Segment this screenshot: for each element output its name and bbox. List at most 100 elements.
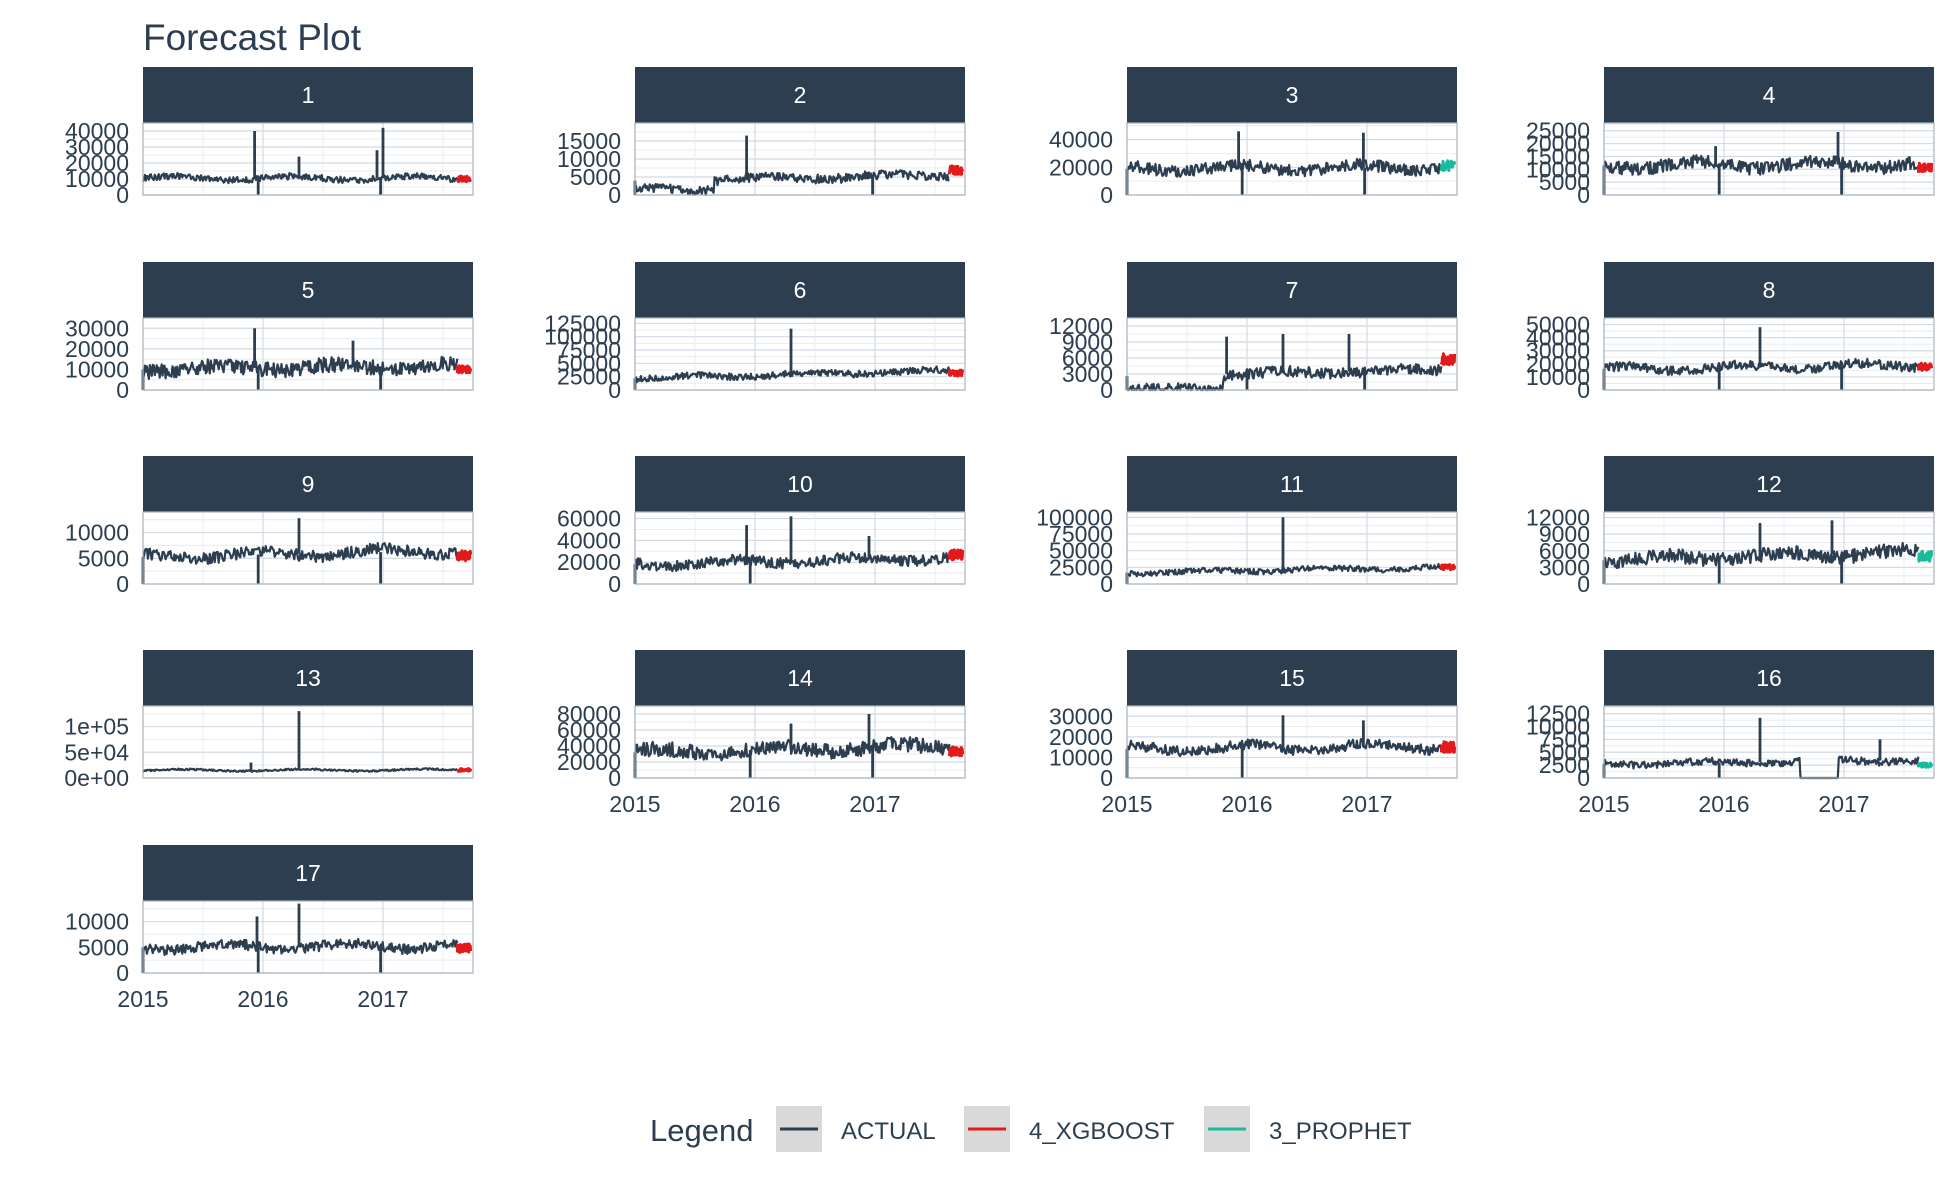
facet-strip-label: 7 bbox=[1286, 277, 1299, 303]
y-tick-label: 0 bbox=[1577, 377, 1590, 403]
forecast-series-line bbox=[455, 174, 472, 184]
legend-entry: 3_PROPHET bbox=[1204, 1106, 1412, 1152]
y-tick-label: 20000 bbox=[65, 150, 129, 176]
facet-strip-label: 9 bbox=[302, 471, 315, 497]
y-tick-label: 20000 bbox=[557, 549, 621, 575]
y-tick-label: 50000 bbox=[1526, 312, 1590, 338]
panel-border bbox=[1603, 705, 1935, 779]
y-tick-label: 0 bbox=[1100, 571, 1113, 597]
y-tick-label: 0 bbox=[608, 182, 621, 208]
y-tick-label: 1e+05 bbox=[64, 714, 129, 740]
facet-strip-label: 2 bbox=[794, 82, 807, 108]
y-tick-label: 15000 bbox=[557, 128, 621, 154]
y-tick-label: 30000 bbox=[1526, 338, 1590, 364]
facet-strip-label: 10 bbox=[787, 471, 813, 497]
y-tick-label: 0 bbox=[1100, 182, 1113, 208]
legend-entry: 4_XGBOOST bbox=[964, 1106, 1175, 1152]
facet-strip bbox=[635, 650, 965, 706]
y-tick-label: 10000 bbox=[65, 520, 129, 546]
facet-strip-label: 17 bbox=[295, 860, 321, 886]
y-tick-label: 10000 bbox=[65, 166, 129, 192]
y-tick-label: 6000 bbox=[1539, 538, 1590, 564]
actual-series-line bbox=[141, 355, 459, 380]
facet-strip-label: 11 bbox=[1280, 471, 1304, 497]
forecast-series-line bbox=[455, 942, 473, 954]
facet-strip bbox=[1604, 67, 1934, 123]
y-tick-label: 50000 bbox=[557, 350, 621, 376]
forecast-series-line bbox=[1439, 159, 1457, 173]
facet-strip bbox=[143, 262, 473, 318]
y-tick-label: 0 bbox=[116, 571, 129, 597]
forecast-series-line bbox=[1917, 549, 1934, 563]
y-tick-label: 0 bbox=[1577, 765, 1590, 791]
panel-border bbox=[1126, 317, 1458, 391]
forecast-series-line bbox=[1916, 161, 1934, 174]
y-tick-label: 10000 bbox=[1526, 156, 1590, 182]
y-tick-label: 40000 bbox=[1049, 127, 1113, 153]
chart-title: Forecast Plot bbox=[143, 17, 362, 58]
x-tick-label: 2017 bbox=[849, 791, 900, 817]
y-tick-label: 100000 bbox=[544, 324, 621, 350]
x-tick-label: 2015 bbox=[1101, 791, 1152, 817]
facet-strip-label: 1 bbox=[302, 82, 315, 108]
forecast-series-line bbox=[456, 767, 473, 773]
facet-strip bbox=[1604, 262, 1934, 318]
y-tick-label: 10000 bbox=[1049, 744, 1113, 770]
forecast-series-line bbox=[1916, 761, 1934, 769]
legend-label: 4_XGBOOST bbox=[1029, 1118, 1175, 1145]
panel-border bbox=[1603, 511, 1935, 585]
forecast-series-line bbox=[455, 364, 473, 375]
y-tick-label: 10000 bbox=[65, 909, 129, 935]
facet-strip-label: 14 bbox=[787, 665, 813, 691]
facet-strip bbox=[1604, 456, 1934, 512]
actual-series-line bbox=[1125, 157, 1443, 178]
y-tick-label: 12000 bbox=[1049, 313, 1113, 339]
panel-border bbox=[1126, 705, 1458, 779]
facet-strip bbox=[1604, 650, 1934, 706]
facet-strip bbox=[635, 67, 965, 123]
facet-strip bbox=[1127, 456, 1457, 512]
panel-border bbox=[634, 317, 966, 391]
x-tick-label: 2017 bbox=[1818, 791, 1869, 817]
y-tick-label: 5000 bbox=[570, 164, 621, 190]
x-tick-label: 2017 bbox=[357, 986, 408, 1012]
y-tick-label: 60000 bbox=[557, 717, 621, 743]
forecast-series-line bbox=[1439, 352, 1457, 367]
y-tick-label: 50000 bbox=[1049, 538, 1113, 564]
y-tick-label: 25000 bbox=[1049, 554, 1113, 580]
forecast-series-line bbox=[947, 745, 965, 758]
panel-border bbox=[142, 317, 474, 391]
actual-series-line bbox=[1126, 363, 1443, 392]
y-tick-label: 20000 bbox=[1049, 154, 1113, 180]
facet-strip bbox=[143, 67, 473, 123]
actual-series-line bbox=[633, 169, 950, 196]
legend-label: ACTUAL bbox=[841, 1118, 936, 1145]
actual-series-line bbox=[1602, 541, 1920, 570]
facet-strip-label: 4 bbox=[1763, 82, 1776, 108]
y-tick-label: 30000 bbox=[1049, 703, 1113, 729]
y-tick-label: 80000 bbox=[557, 701, 621, 727]
panel-border bbox=[1603, 122, 1935, 196]
y-tick-label: 25000 bbox=[1526, 118, 1590, 144]
y-tick-label: 5e+04 bbox=[64, 739, 129, 765]
forecast-series-line bbox=[1439, 740, 1457, 754]
facet-strip bbox=[635, 262, 965, 318]
y-tick-label: 0 bbox=[116, 377, 129, 403]
x-tick-label: 2016 bbox=[1698, 791, 1749, 817]
y-tick-label: 0 bbox=[116, 182, 129, 208]
facet-strip-label: 6 bbox=[794, 277, 807, 303]
y-tick-label: 2500 bbox=[1539, 752, 1590, 778]
x-tick-label: 2016 bbox=[1221, 791, 1272, 817]
y-tick-label: 60000 bbox=[557, 506, 621, 532]
actual-series-line bbox=[633, 736, 951, 762]
